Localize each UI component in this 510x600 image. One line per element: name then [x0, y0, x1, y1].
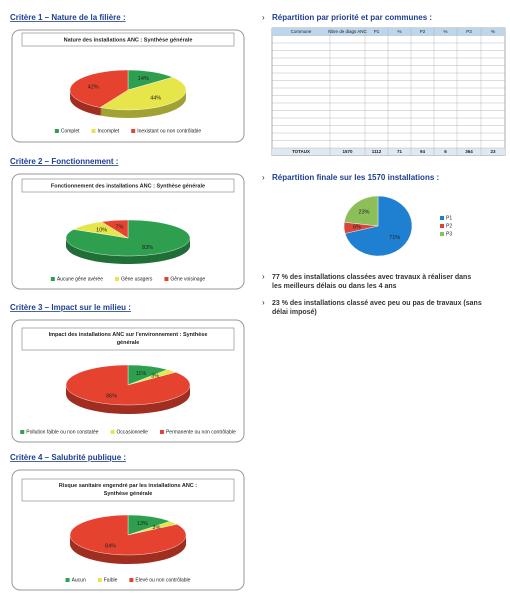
legend-swatch: [440, 232, 444, 236]
value-label: 10%: [96, 227, 107, 233]
legend-label: Complet: [61, 128, 80, 134]
legend-label: Aucune gêne avérée: [57, 276, 103, 282]
bullet-icon: ›: [262, 13, 265, 22]
bullet-icon: ›: [262, 272, 265, 281]
legend-label: Aucun: [72, 577, 86, 583]
heading: Répartition finale sur les 1570 installa…: [272, 173, 439, 182]
table-header-cell: Commune: [291, 29, 312, 34]
value-label: 7%: [116, 225, 124, 231]
legend-swatch: [114, 277, 119, 281]
chart-frame: [11, 319, 245, 443]
legend-swatch: [131, 129, 136, 133]
slice: [65, 364, 191, 406]
heading: Critère 4 – Salubrité publique :: [10, 453, 126, 462]
slice: [127, 69, 174, 91]
legend-swatch: [20, 430, 25, 434]
legend-swatch: [129, 578, 134, 582]
chart-title: Impact des installations ANC sur l'envir…: [49, 332, 208, 346]
legend-label: P1: [446, 215, 452, 221]
legend-swatch: [440, 224, 444, 228]
value-label: 44%: [150, 95, 161, 101]
value-label: 86%: [106, 394, 117, 400]
slice: [69, 514, 187, 556]
slice: [99, 77, 187, 111]
heading: Critère 3 – Impact sur le milieu :: [10, 303, 131, 312]
value-label: 6%: [353, 225, 361, 231]
bullet-text: 23 % des installations classé avec peu o…: [272, 300, 482, 316]
legend-label: Occasionnelle: [117, 429, 149, 435]
value-label: 83%: [142, 245, 153, 251]
legend-swatch: [91, 129, 96, 133]
legend-label: Faible: [104, 577, 118, 583]
bullet-icon: ›: [262, 298, 265, 307]
legend-label: Gêne usagers: [121, 276, 153, 282]
legend-label: Pollution faible ou non constatée: [26, 429, 98, 435]
value-label: 11%: [136, 371, 147, 377]
value-label: 3%: [151, 374, 159, 380]
table-total-cell: 1112: [372, 149, 382, 154]
heading: Critère 1 – Nature de la filière :: [10, 13, 126, 22]
table-total-cell: 1570: [342, 149, 353, 154]
legend-swatch: [110, 430, 115, 434]
slice: [344, 195, 413, 257]
legend-label: Gêne voisinage: [170, 276, 205, 282]
legend-swatch: [50, 277, 55, 281]
value-label: 13%: [137, 521, 148, 527]
chart-frame: [11, 173, 245, 290]
value-label: 71%: [389, 235, 400, 241]
table-header-cell: P2: [420, 29, 426, 34]
chart-title-box: [21, 478, 235, 502]
bullet-icon: ›: [262, 173, 265, 182]
chart-title-box: [21, 327, 235, 351]
table-total-cell: 71: [397, 149, 403, 154]
table-header-bg: [272, 28, 505, 36]
table-header-cell: %: [443, 29, 447, 34]
table-header-cell: %: [397, 29, 401, 34]
legend-label: P3: [446, 231, 452, 237]
legend-label: Inexistant ou non contrôlable: [137, 128, 201, 134]
chart-frame: [11, 469, 245, 591]
legend-label: P2: [446, 223, 452, 229]
legend-swatch: [440, 216, 444, 220]
value-label: 3%: [152, 525, 160, 531]
slice: [344, 195, 379, 227]
heading: Répartition par priorité et par communes…: [272, 13, 432, 22]
bullet-text: 77 % des installations classées avec tra…: [272, 274, 471, 290]
legend-label: Permanente ou non contrôlable: [166, 429, 236, 435]
table-header-cell: Nbre de diags ANC: [328, 29, 367, 34]
chart-title: Fonctionnement des installations ANC : S…: [51, 183, 205, 189]
table-header-cell: P3: [466, 29, 472, 34]
slice: [69, 69, 129, 108]
table-total-cell: 6: [444, 149, 447, 154]
legend-swatch: [97, 578, 102, 582]
value-label: 42%: [88, 84, 99, 90]
table-total-bg: [272, 148, 505, 156]
legend-label: Elevé ou non contrôlable: [135, 577, 190, 583]
chart-title: Nature des installations ANC : Synthèse …: [64, 37, 193, 43]
legend-swatch: [164, 277, 169, 281]
value-label: 84%: [105, 543, 116, 549]
table-header-cell: P1: [374, 29, 380, 34]
legend-label: Incomplet: [98, 128, 120, 134]
table-total-cell: 364: [465, 149, 473, 154]
table-frame: [271, 27, 506, 156]
value-label: 14%: [138, 76, 149, 82]
chart-title-box: [21, 178, 235, 193]
chart-frame: [11, 29, 245, 143]
legend-swatch: [65, 578, 70, 582]
table-total-cell: 23: [490, 149, 496, 154]
table-header-cell: %: [491, 29, 495, 34]
chart-title-box: [21, 32, 235, 47]
table-total-cell: 94: [420, 149, 426, 154]
heading: Critère 2 – Fonctionnement :: [10, 157, 118, 166]
value-label: 23%: [359, 210, 370, 216]
legend-swatch: [159, 430, 164, 434]
slice: [101, 219, 129, 239]
legend-swatch: [54, 129, 59, 133]
chart-title: Risque sanitaire engendré par les instal…: [59, 483, 197, 497]
table-total-cell: TOTAUX: [292, 149, 310, 154]
